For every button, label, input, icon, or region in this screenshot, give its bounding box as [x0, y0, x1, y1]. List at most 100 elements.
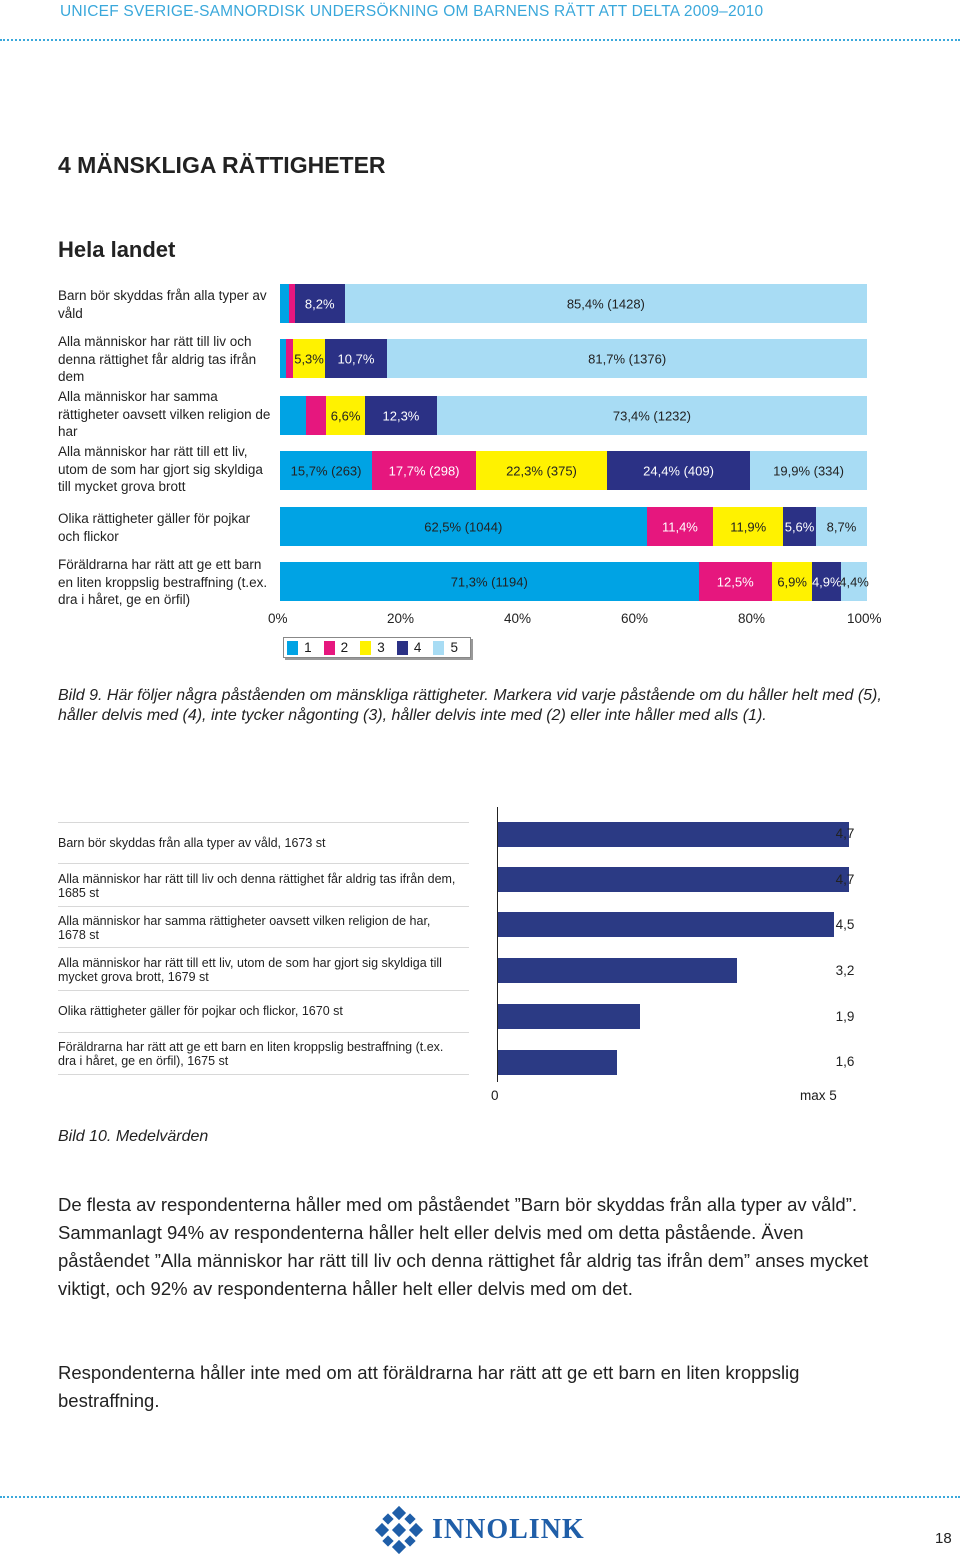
bar-segment-5: 4,4% [839, 562, 869, 601]
bar-segment-2 [285, 339, 294, 378]
mean-value-5: 1,9 [835, 1009, 855, 1024]
bar-segment-4: 8,2% [294, 284, 345, 323]
legend-swatch-3 [360, 640, 372, 655]
bar-segment-2: 12,5% [698, 562, 772, 601]
row-divider [58, 1032, 469, 1033]
bar-segment-1 [280, 339, 286, 378]
mean-bar-4 [498, 958, 737, 983]
header-divider [0, 39, 960, 41]
caption-bild-9: Bild 9. Här följer några påståenden om m… [58, 687, 882, 724]
mean-value-1: 4,7 [835, 826, 855, 841]
segment-value-label: 10,7% [337, 351, 375, 366]
bar-segment-1: 71,3% (1194) [280, 562, 699, 601]
bar-segment-4: 12,3% [364, 396, 437, 435]
mean-label-4: Alla människor har rätt till ett liv, ut… [58, 956, 442, 984]
stacked-bar-6: 71,3% (1194) 12,5% 6,9% 4,9% 4,4% [280, 562, 869, 601]
stacked-bar-4: 15,7% (263) 17,7% (298) 22,3% (375) 24,4% (… [280, 451, 867, 490]
row-divider [58, 863, 469, 864]
mean-label-2: Alla människor har rätt till liv och den… [58, 872, 456, 900]
mean-label-6: Föräldrarna har rätt att ge ett barn en … [58, 1040, 444, 1068]
mean-bar-2 [498, 867, 849, 892]
bar-segment-5: 73,4% (1232) [436, 396, 867, 435]
innolink-logo: INNOLINK [374, 1505, 585, 1555]
row-label-5: Olika rättigheter gäller för pojkar och … [58, 511, 251, 544]
legend-label-5: 5 [450, 640, 458, 655]
bar-segment-5: 85,4% (1428) [344, 284, 867, 323]
mean-bar-5 [498, 1004, 640, 1029]
bar-segment-4: 24,4% (409) [606, 451, 751, 490]
bar-segment-5: 19,9% (334) [750, 451, 867, 490]
row-label-1: Barn bör skyddas från alla typer av våld [58, 288, 267, 321]
bar-segment-1: 15,7% (263) [280, 451, 373, 490]
bar-segment-5: 81,7% (1376) [387, 339, 867, 378]
segment-value-label: 85,4% (1428) [566, 296, 645, 311]
axis-tick-60: 60% [621, 611, 649, 626]
mean-bar-3 [498, 912, 834, 937]
innolink-emblem-icon [374, 1505, 424, 1555]
footer-divider [0, 1496, 960, 1498]
legend-swatch-2 [323, 640, 335, 655]
legend-label-2: 2 [340, 640, 349, 655]
segment-value-label: 15,7% (263) [290, 463, 362, 478]
stacked-bar-5: 62,5% (1044) 11,4% 11,9% 5,6% 8,7% [280, 507, 867, 546]
stacked-bar-2: 5,3% 10,7% 81,7% (1376) [280, 339, 867, 378]
bar-segment-3: 6,9% [771, 562, 813, 601]
segment-value-label: 81,7% (1376) [588, 351, 667, 366]
legend-label-3: 3 [377, 640, 385, 655]
segment-value-label: 62,5% (1044) [424, 519, 503, 534]
bar-segment-3: 6,6% [326, 396, 365, 435]
axis-tick-20: 20% [387, 611, 415, 626]
row-divider [58, 947, 469, 948]
segment-value-label: 17,7% (298) [388, 463, 460, 478]
bar-segment-5: 8,7% [815, 507, 867, 546]
row-label-2: Alla människor har rätt till liv och den… [58, 334, 257, 384]
segment-value-label: 22,3% (375) [506, 463, 577, 478]
bar-segment-2 [288, 284, 295, 323]
mean-label-3: Alla människor har samma rättigheter oav… [58, 914, 431, 942]
segment-value-label: 11,4% [661, 519, 698, 534]
axis-tick-80: 80% [738, 611, 766, 626]
stacked-bar-3: 6,6% 12,3% 73,4% (1232) [280, 396, 867, 435]
chart-legend: 1 2 3 4 5 [283, 637, 471, 658]
bar-segment-4: 4,9% [812, 562, 842, 601]
legend-swatch-1 [287, 640, 299, 655]
segment-value-label: 11,9% [730, 519, 767, 534]
body-paragraph-2: Respondenterna håller inte med om att fö… [58, 1362, 800, 1411]
axis-tick-40: 40% [504, 611, 532, 626]
bar-segment-1 [280, 396, 306, 435]
running-header: UNICEF SVERIGE-SAMNORDISK UNDERSÖKNING O… [60, 3, 764, 20]
axis-tick-100: 100% [847, 611, 882, 626]
section-title: 4 MÄNSKLIGA RÄTTIGHETER [58, 152, 386, 178]
bar-segment-4: 10,7% [324, 339, 388, 378]
segment-value-label: 6,9% [777, 574, 807, 589]
row-label-6: Föräldrarna har rätt att ge ett barn en … [58, 557, 268, 607]
axis-tick-0: 0% [268, 611, 288, 626]
mean-value-3: 4,5 [835, 917, 855, 932]
segment-value-label: 6,6% [330, 408, 361, 423]
segment-value-label: 73,4% (1232) [612, 408, 691, 423]
body-paragraph-1: De flesta av respondenterna håller med o… [58, 1194, 869, 1299]
mean-bar-6 [498, 1050, 618, 1075]
segment-value-label: 24,4% (409) [643, 463, 714, 478]
bar-segment-1 [280, 284, 289, 323]
legend-label-1: 1 [304, 640, 312, 655]
bar-segment-3: 5,3% [293, 339, 325, 378]
segment-value-label: 5,3% [294, 351, 324, 366]
segment-value-label: 71,3% (1194) [450, 574, 528, 589]
stacked-bar-1: 8,2% 85,4% (1428) [280, 284, 867, 323]
row-divider [58, 990, 469, 991]
bar-segment-4: 5,6% [783, 507, 816, 546]
segment-value-label: 5,6% [784, 519, 815, 534]
mean-axis-line [497, 807, 498, 1082]
mean-label-1: Barn bör skyddas från alla typer av våld… [58, 836, 326, 850]
subsection-title: Hela landet [58, 237, 176, 262]
row-divider [58, 906, 469, 907]
innolink-wordmark: INNOLINK [432, 1514, 585, 1545]
mean-value-6: 1,6 [835, 1054, 855, 1069]
legend-swatch-4 [396, 640, 408, 655]
legend-swatch-5 [433, 640, 445, 655]
page-number: 18 [935, 1530, 952, 1547]
row-label-4: Alla människor har rätt till ett liv, ut… [58, 444, 263, 494]
legend-label-4: 4 [413, 640, 422, 655]
segment-value-label: 4,4% [839, 574, 869, 589]
